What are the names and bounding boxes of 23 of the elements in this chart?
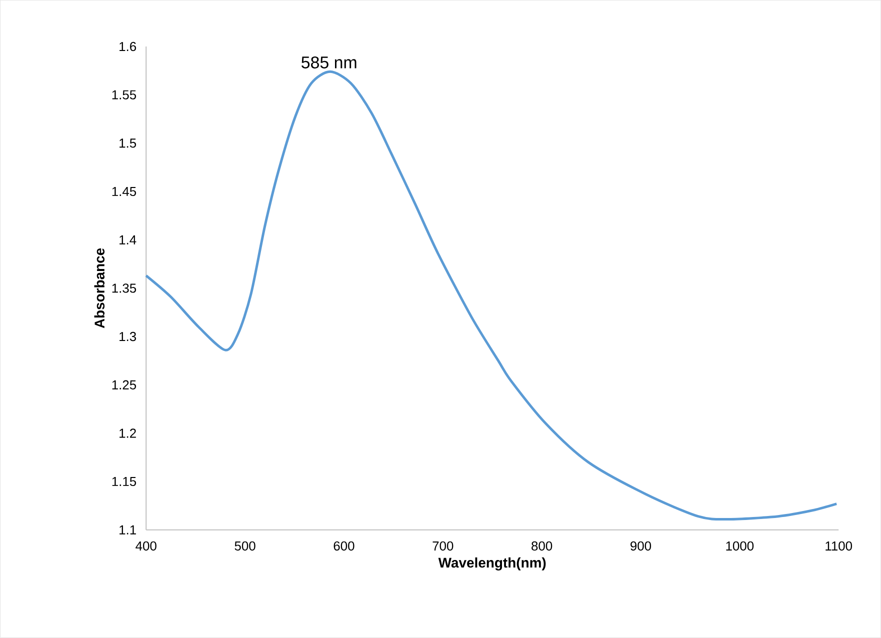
x-tick-label: 600 <box>334 541 354 551</box>
y-tick-label: 1.4 <box>120 235 136 244</box>
annotation: 585 nm <box>302 56 356 69</box>
x-tick-label: 700 <box>432 541 454 551</box>
y-tick-label: 1.6 <box>120 42 136 52</box>
y-tick-label: 1.25 <box>112 380 136 390</box>
y-tick-label: 1.5 <box>120 138 136 148</box>
x-tick-label: 1000 <box>726 541 754 551</box>
x-tick-label: 900 <box>630 541 652 551</box>
x-tick-label: 500 <box>234 541 256 551</box>
x-tick-label: 1100 <box>826 541 852 551</box>
y-tick-label: 1.55 <box>112 90 136 100</box>
y-axis-title: Absorbance <box>94 248 105 328</box>
y-tick-label: 1.2 <box>120 428 136 438</box>
x-tick-label: 800 <box>532 541 552 551</box>
y-tick-label: 1.35 <box>112 284 136 293</box>
y-tick-label: 1.3 <box>120 332 136 342</box>
y-tick-label: 1.1 <box>120 525 136 534</box>
line-series <box>144 70 838 521</box>
y-tick-label: 1.15 <box>112 477 136 486</box>
x-tick-label: 400 <box>136 541 156 551</box>
x-axis-title: Wavelength(nm) <box>438 557 546 571</box>
y-tick-label: 1.45 <box>112 187 136 196</box>
